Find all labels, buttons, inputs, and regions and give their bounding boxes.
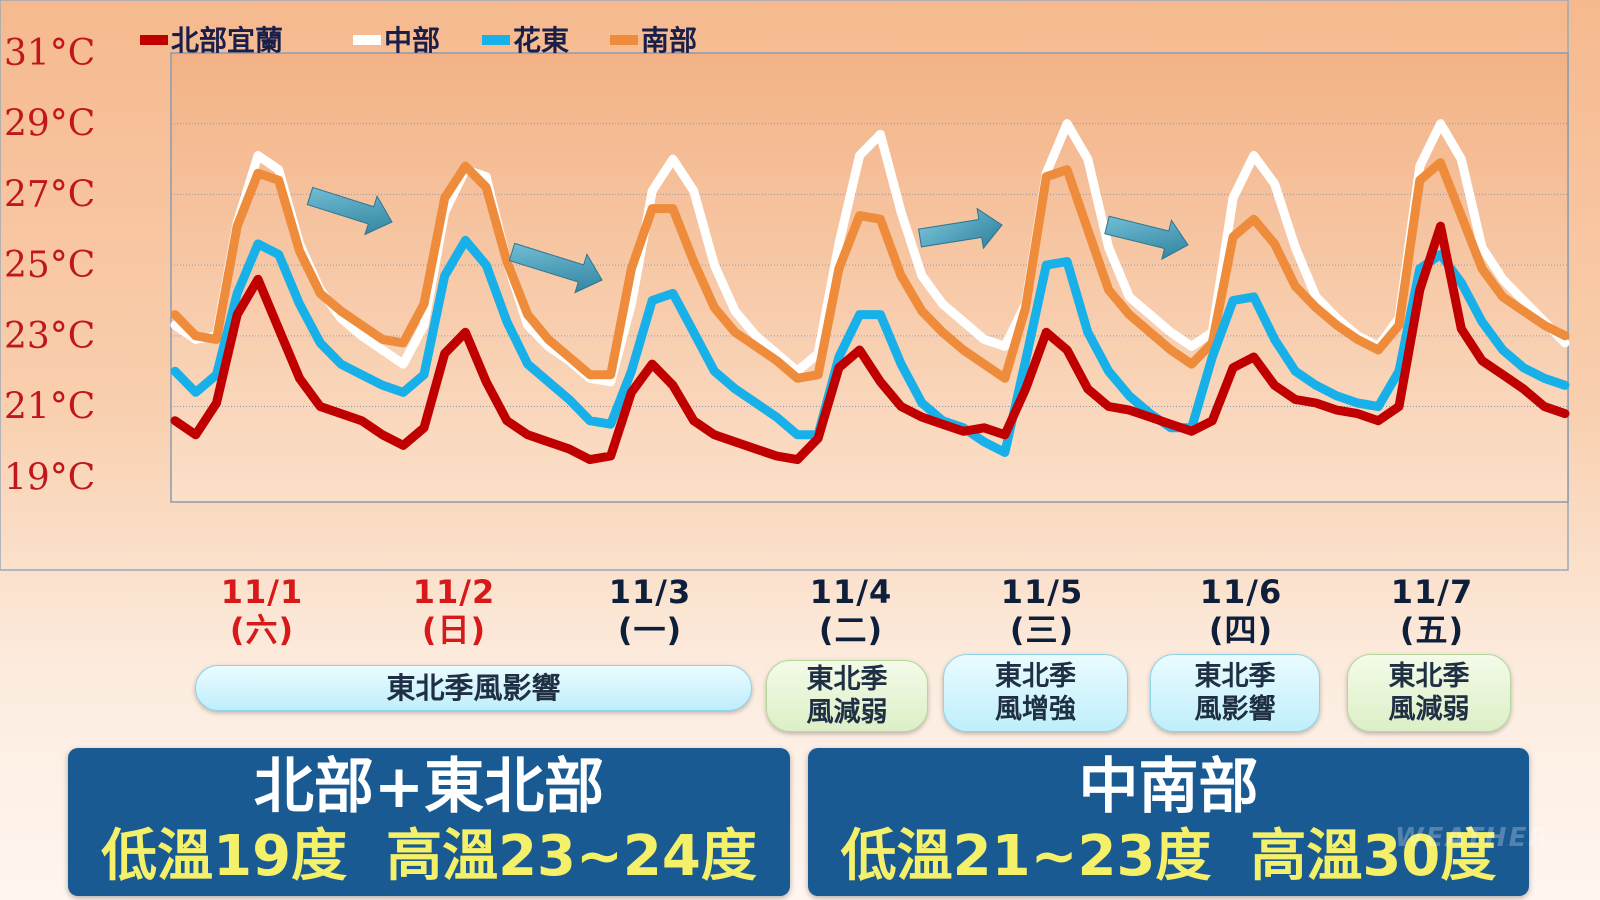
legend-swatch (353, 35, 381, 45)
wind-arrow-icon (918, 207, 1003, 250)
monsoon-note: 東北季 風影響 (1150, 654, 1320, 732)
series-line-0 (170, 221, 1570, 465)
date-label: 11/4 (二) (776, 573, 926, 649)
y-tick-label: 19°C (4, 457, 95, 498)
plot-area (170, 52, 1569, 503)
day-of-week-text: (三) (1009, 611, 1075, 649)
legend-label: 花東 (513, 24, 569, 57)
monsoon-note-text: 東北季風影響 (386, 670, 561, 705)
date-text: 11/3 (608, 573, 692, 611)
monsoon-note-text: 東北季 風減弱 (1388, 661, 1470, 725)
date-label: 11/2 (日) (379, 573, 529, 649)
wind-arrows (306, 186, 1189, 294)
south-region-title: 中南部 (1078, 752, 1259, 822)
monsoon-note-text: 東北季 風增強 (995, 661, 1076, 725)
north-region-title: 北部+東北部 (253, 752, 605, 822)
wind-arrow-icon (306, 186, 393, 236)
monsoon-note: 東北季 風減弱 (766, 660, 928, 732)
series-lines (170, 119, 1570, 465)
date-label: 11/3 (一) (575, 573, 725, 649)
date-label: 11/7 (五) (1357, 573, 1507, 649)
legend: 北部宜蘭 中部 花東 南部 (140, 24, 697, 57)
wind-arrow-icon (1104, 215, 1189, 261)
monsoon-note-text: 東北季 風影響 (1194, 661, 1276, 725)
south-temperature-range: 低溫21~23度 高溫30度 (840, 824, 1497, 889)
legend-swatch (140, 35, 168, 45)
legend-label: 北部宜蘭 (171, 24, 283, 57)
y-axis-ticks: 31°C 29°C 27°C 25°C 23°C 21°C 19°C (4, 33, 95, 498)
legend-label: 南部 (641, 24, 697, 57)
north-temperature-range: 低溫19度 高溫23~24度 (101, 824, 757, 889)
date-text: 11/6 (1199, 573, 1283, 611)
day-of-week-text: (四) (1208, 611, 1274, 649)
date-text: 11/4 (809, 573, 893, 611)
y-tick-label: 21°C (4, 387, 95, 428)
y-tick-label: 29°C (4, 104, 95, 145)
date-label: 11/6 (四) (1166, 573, 1316, 649)
series-line-1 (170, 119, 1570, 387)
monsoon-note-text: 東北季 風減弱 (806, 664, 888, 728)
day-of-week-text: (五) (1399, 611, 1465, 649)
legend-swatch (610, 35, 638, 45)
y-tick-label: 25°C (4, 245, 95, 286)
date-text: 11/1 (220, 573, 304, 611)
legend-swatch (482, 35, 510, 45)
day-of-week-text: (二) (818, 611, 884, 649)
y-tick-label: 27°C (4, 174, 95, 215)
wind-arrow-icon (508, 242, 603, 294)
south-summary-box: 中南部 低溫21~23度 高溫30度 (808, 748, 1529, 896)
monsoon-note: 東北季風影響 (195, 665, 752, 711)
day-of-week-text: (一) (617, 611, 683, 649)
date-text: 11/5 (1000, 573, 1084, 611)
series-line-2 (170, 235, 1570, 457)
watermark: WEATHER (1395, 823, 1551, 853)
date-text: 11/7 (1390, 573, 1474, 611)
y-tick-label: 23°C (4, 316, 95, 357)
date-text: 11/2 (412, 573, 496, 611)
monsoon-note: 東北季 風減弱 (1347, 654, 1511, 732)
day-of-week-text: (六) (229, 611, 295, 649)
north-summary-box: 北部+東北部 低溫19度 高溫23~24度 (68, 748, 790, 896)
monsoon-note: 東北季 風增強 (943, 654, 1128, 732)
legend-label: 中部 (384, 24, 440, 57)
date-label: 11/1 (六) (187, 573, 337, 649)
date-label: 11/5 (三) (967, 573, 1117, 649)
y-tick-label: 31°C (4, 33, 95, 74)
series-line-3 (170, 158, 1570, 383)
day-of-week-text: (日) (421, 611, 487, 649)
